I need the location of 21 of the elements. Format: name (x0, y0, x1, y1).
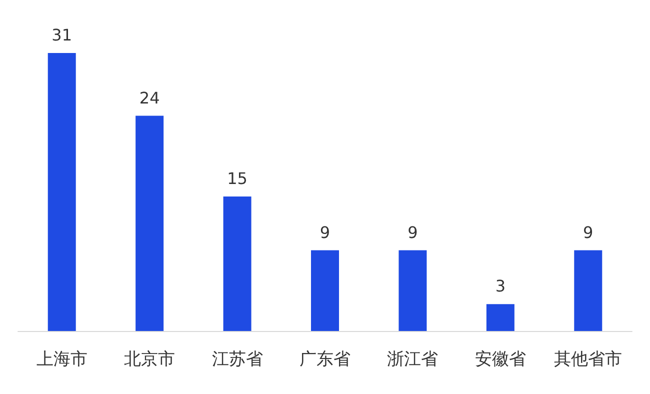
bar (398, 250, 427, 331)
data-label: 9 (583, 222, 594, 242)
x-tick-label: 安徽省 (474, 350, 526, 370)
bar (574, 250, 602, 331)
bar (48, 53, 76, 331)
data-label: 9 (320, 222, 330, 242)
data-label: 15 (227, 168, 248, 188)
x-tick-label: 上海市 (36, 350, 88, 370)
x-tick-label: 北京市 (124, 350, 176, 370)
data-label: 31 (52, 26, 72, 44)
data-label: 3 (495, 276, 506, 296)
x-tick-label: 广东省 (300, 350, 350, 370)
x-tick-label: 江苏省 (212, 350, 263, 370)
data-label: 24 (139, 88, 160, 108)
bar (223, 196, 252, 331)
x-tick-label: 其他省市 (554, 350, 622, 370)
bar (311, 250, 339, 331)
bar (136, 116, 164, 331)
bar (486, 304, 514, 331)
data-label: 9 (408, 222, 418, 242)
x-tick-label: 浙江省 (387, 350, 438, 370)
